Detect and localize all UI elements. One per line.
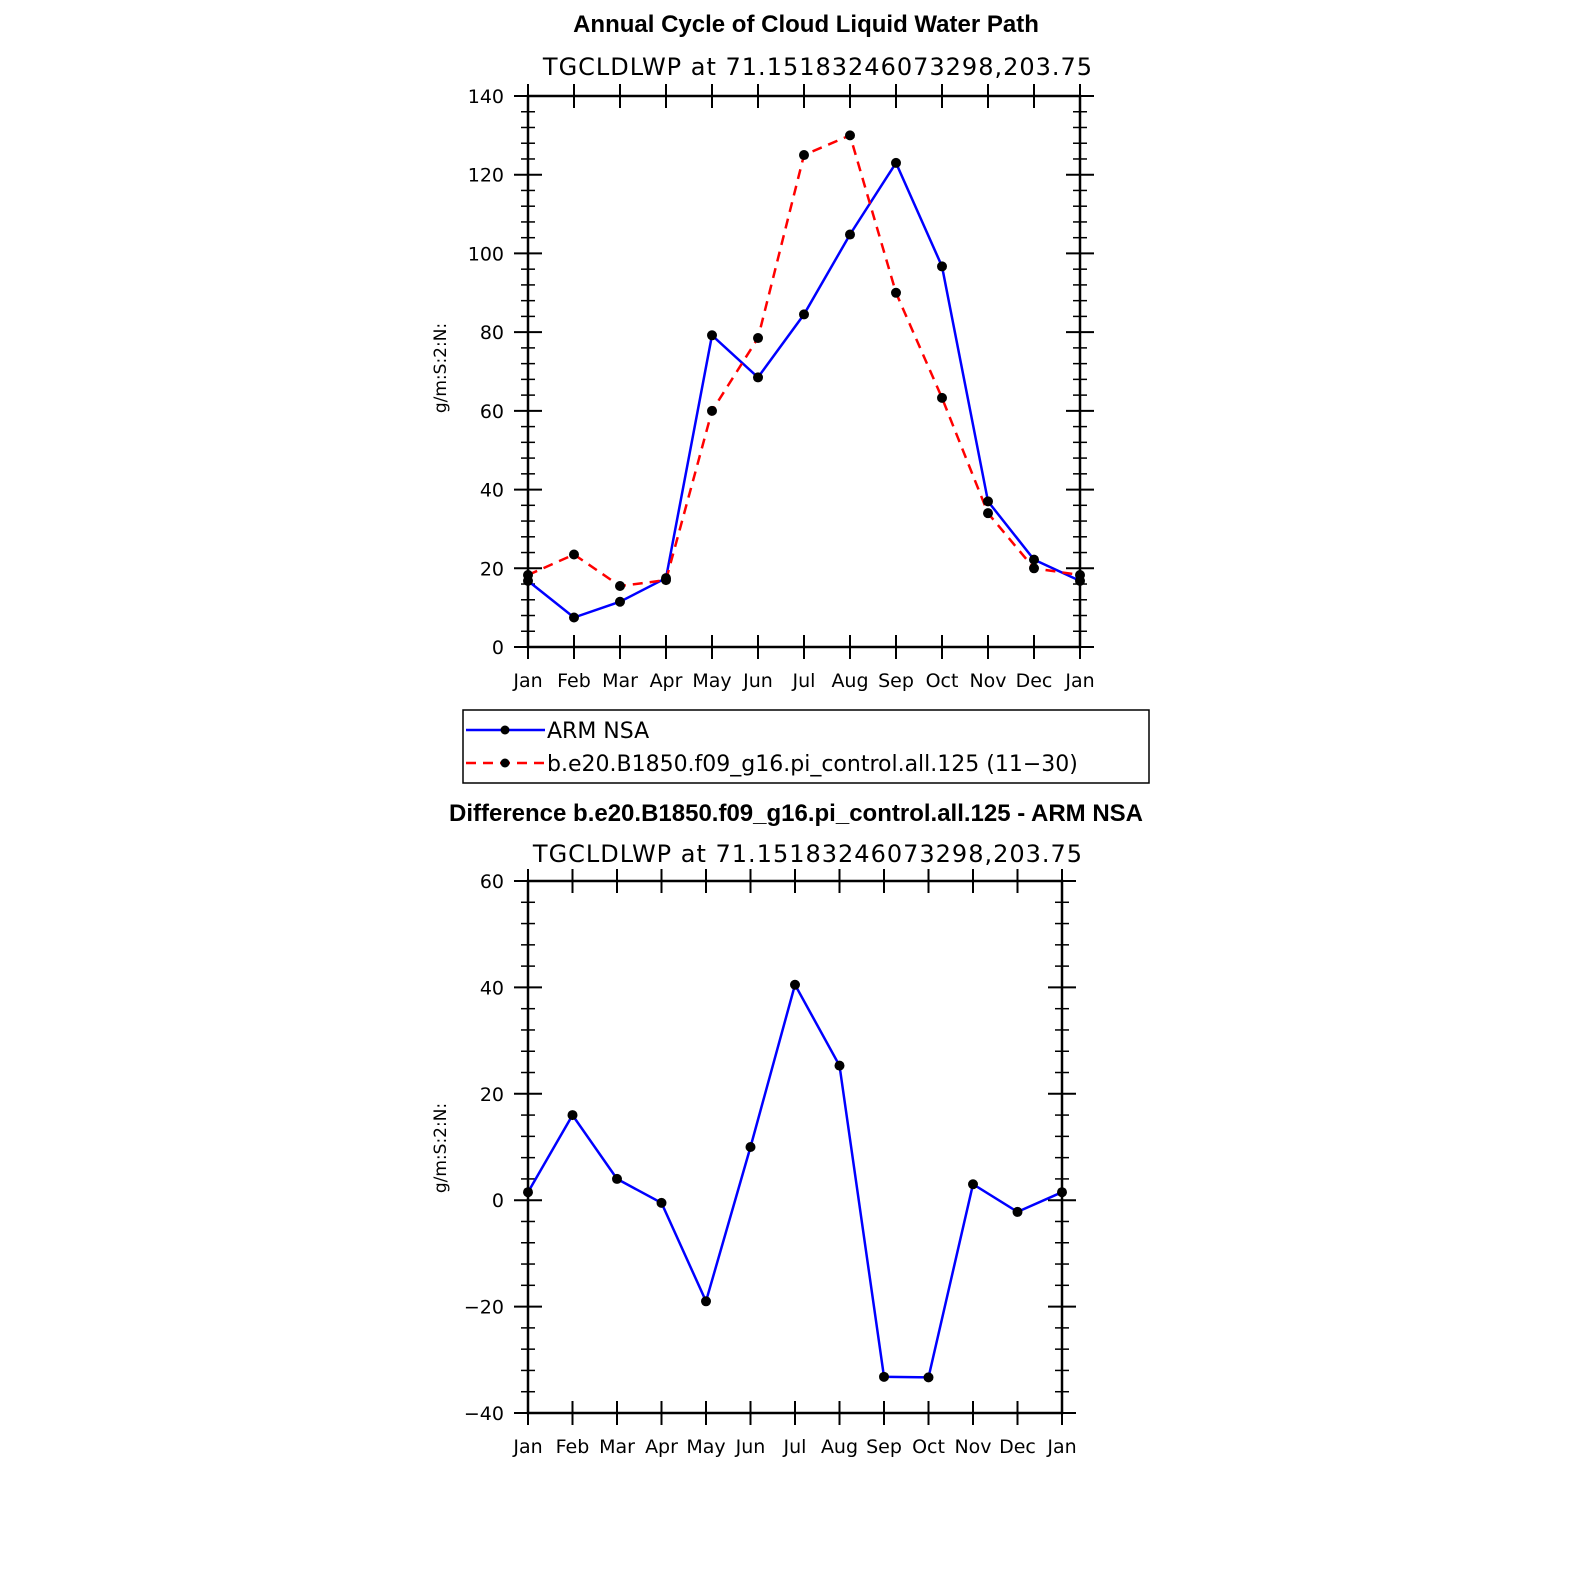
axis-ticks: 0 20 40 60 80 100 120 140 Jan Feb Mar Apr May Jun Jul A… [468,84,1095,692]
chart-title: Annual Cycle of Cloud Liquid Water Path [573,11,1039,38]
series-0-point [845,229,855,240]
series-1-point [1029,563,1039,574]
series-0-point [983,496,993,507]
y-axis-label: g/m:S:2:N: [431,1103,451,1193]
x-tick-label: May [686,1436,725,1458]
chart-difference: Difference b.e20.B1850.f09_g16.pi_contro… [431,800,1143,1458]
x-tick-label: Mar [599,1436,635,1458]
series-0-point [891,157,901,168]
series-0-point [968,1179,978,1190]
y-tick-label: 20 [480,558,504,580]
y-tick-label: 100 [468,243,504,265]
x-tick-label: Oct [912,1436,945,1458]
y-tick-label: −40 [464,1403,504,1425]
series-0-point [615,596,625,607]
x-tick-label: May [692,670,731,692]
y-tick-label: 40 [480,480,504,502]
legend-box [462,709,1150,784]
series-0-point [569,612,579,623]
x-tick-label: Jan [512,1436,542,1458]
y-tick-label: 80 [480,322,504,344]
series-0-point [1012,1206,1023,1217]
series-1-point [845,130,855,141]
series-1-point [983,508,993,519]
series-line-0 [526,981,1063,1379]
x-tick-label: Mar [602,670,638,692]
y-tick-label: 60 [480,401,504,423]
series-0-point [923,1372,934,1383]
series-layer [523,979,1067,1383]
x-tick-label: Feb [557,670,591,692]
series-0-point [790,979,800,990]
series-1-point [937,392,947,403]
x-tick-label: Dec [1016,670,1053,692]
x-tick-label: Jan [1064,670,1094,692]
legend: ARM NSA b.e20.B1850.f09_g16.pi_control.a… [462,709,1150,784]
x-tick-label: Feb [556,1436,590,1458]
series-1-point [661,575,671,586]
y-tick-label: 40 [480,977,504,999]
chart-subtitle: TGCLDLWP at 71.15183246073298,203.75 [542,53,1093,81]
y-tick-label: 60 [480,871,504,893]
series-0-point [745,1142,756,1152]
series-0-point [879,1371,889,1382]
series-1-point [753,333,763,344]
series-line-1 [527,133,1081,588]
series-line-0 [527,160,1081,619]
y-tick-label: −20 [464,1297,504,1319]
series-0-point [707,330,717,341]
x-tick-label: Sep [866,1436,902,1458]
x-tick-label: Nov [969,670,1006,692]
series-0-point [937,261,947,272]
x-tick-label: Jan [1046,1436,1076,1458]
y-tick-label: 140 [468,86,504,108]
x-tick-label: Jul [792,670,816,692]
series-0-point [656,1197,667,1208]
series-1-point [569,549,579,560]
axis-ticks: −40 −20 0 20 40 60 Jan Feb Mar Apr May Jun Jul Aug Sep… [464,869,1077,1458]
y-tick-label: 0 [492,1190,504,1212]
chart-annual-cycle: Annual Cycle of Cloud Liquid Water Path … [431,11,1095,692]
series-0-point [1029,554,1039,565]
legend-marker-model [500,758,510,768]
x-tick-label: Dec [999,1436,1036,1458]
x-tick-label: Apr [650,670,683,692]
legend-marker-arm [500,725,510,735]
series-0-point [612,1173,622,1184]
y-tick-label: 120 [468,165,504,187]
series-1-point [615,580,625,591]
legend-label-arm: ARM NSA [547,719,649,744]
x-tick-label: Aug [821,1436,858,1458]
chart-subtitle: TGCLDLWP at 71.15183246073298,203.75 [532,840,1083,868]
series-0-point [567,1110,578,1121]
x-tick-label: Apr [645,1436,678,1458]
series-0-point [753,372,763,383]
x-tick-label: Aug [831,670,868,692]
x-tick-label: Sep [878,670,914,692]
series-1-point [891,287,901,298]
series-0-point [701,1296,711,1307]
series-0-point [834,1060,845,1071]
x-tick-label: Jun [735,1436,766,1458]
y-tick-label: 0 [492,637,504,659]
x-tick-label: Jun [742,670,773,692]
x-tick-label: Jul [783,1436,807,1458]
series-1-point [799,150,809,161]
series-0-point [799,309,809,320]
y-tick-label: 20 [480,1084,504,1106]
chart-title: Difference b.e20.B1850.f09_g16.pi_contro… [449,800,1143,827]
x-tick-label: Nov [954,1436,991,1458]
series-layer [523,130,1085,623]
y-axis-label: g/m:S:2:N: [431,323,451,413]
x-tick-label: Oct [926,670,959,692]
series-1-point [707,405,717,416]
legend-label-model: b.e20.B1850.f09_g16.pi_control.all.125 (… [547,752,1078,777]
plot-frame [526,879,1064,1415]
x-tick-label: Jan [512,670,542,692]
plot-frame [526,94,1082,649]
